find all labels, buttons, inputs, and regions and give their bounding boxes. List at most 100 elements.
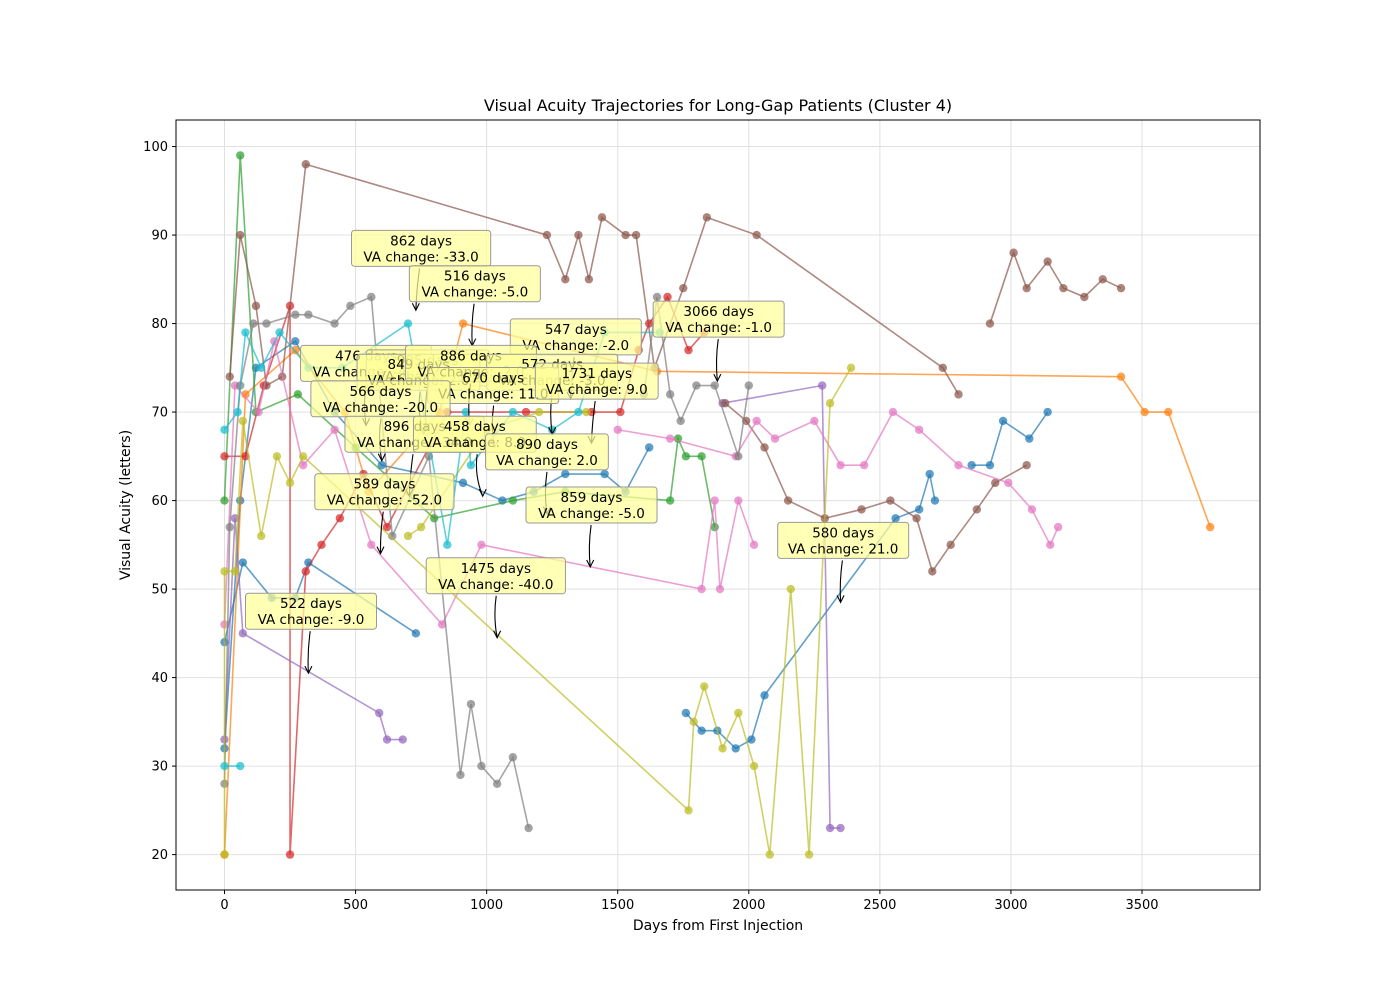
annotation-arrowhead [377,453,386,462]
data-point [584,275,594,284]
data-point [542,230,552,240]
annotation-arrowhead [713,373,722,383]
data-point [1046,540,1055,550]
annotation-box [777,521,910,559]
data-point [652,292,662,302]
annotation-box [485,433,609,471]
data-point [783,496,793,505]
data-point [888,407,898,417]
data-point [912,514,921,523]
data-point [388,531,397,541]
series-trajectory [967,407,1052,470]
data-point [825,399,835,408]
data-point [665,390,675,399]
data-point [760,691,769,700]
data-point [692,381,701,390]
annotation-arrow [471,303,475,346]
data-point [721,399,730,408]
y-tick-label: 70 [151,406,168,421]
data-point [304,310,313,319]
series-trajectory [613,407,1063,550]
data-point [1059,283,1068,293]
data-point [238,629,248,638]
data-point [374,708,384,718]
data-point [749,540,759,550]
data-point [416,522,426,532]
data-point [458,319,468,328]
data-point [665,434,675,443]
annotation-arrowhead [376,546,385,555]
annotation-va-change: VA change: 9.0 [546,382,648,398]
annotation-box [425,557,566,595]
data-point [804,850,814,859]
data-point [710,381,719,390]
data-point [249,319,258,328]
data-point [524,823,533,833]
data-point [508,753,518,762]
data-point [285,478,295,488]
data-point [749,761,759,771]
data-point [752,230,761,240]
data-point [534,407,544,417]
data-point [330,319,339,328]
data-point [236,230,245,240]
data-point [1098,275,1107,284]
annotation-va-change: VA change: -52.0 [327,493,442,509]
data-point [998,416,1008,426]
data-point [689,717,698,727]
annotation-arrow [379,511,384,554]
data-point [679,283,688,293]
data-point [836,460,845,470]
data-point [697,726,706,735]
data-point [301,160,310,169]
data-point [946,540,955,550]
annotation-box [652,300,785,338]
annotation-days: 589 days [353,477,415,493]
data-point [382,522,392,532]
data-point [676,416,685,426]
series-line [722,384,841,829]
annotation-days: 516 days [444,269,506,285]
data-point [335,514,345,523]
data-point [1027,505,1037,514]
data-point [597,213,607,222]
annotation-va-change: VA change: -20.0 [323,400,438,416]
annotation-arrowhead [304,665,313,675]
data-point [710,496,719,505]
x-tick-label: 3000 [994,898,1027,913]
data-point [254,407,263,417]
data-point [954,460,963,470]
series-trajectory [681,469,940,753]
y-tick-label: 20 [151,848,168,863]
data-point [377,460,386,470]
data-point [443,540,452,550]
data-point [293,390,303,399]
data-point [954,390,963,399]
series-trajectory [220,337,654,753]
data-point [561,275,570,284]
plot-frame [175,119,1261,891]
data-point [461,407,470,417]
y-tick-label: 100 [143,140,168,155]
data-point [508,496,518,505]
data-point [236,761,245,771]
data-point [285,850,295,859]
annotation-va-change: VA change: -1.0 [665,320,772,336]
annotation-va-change: VA change: -33.0 [363,249,478,265]
data-point [886,496,895,505]
data-point [330,425,339,434]
data-point [747,735,756,744]
annotation-arrowhead [586,559,595,569]
data-point [663,292,672,302]
annotation-arrow [494,595,498,638]
data-point [621,230,630,240]
data-point [272,452,282,461]
data-point [458,478,468,488]
data-point [301,567,310,576]
